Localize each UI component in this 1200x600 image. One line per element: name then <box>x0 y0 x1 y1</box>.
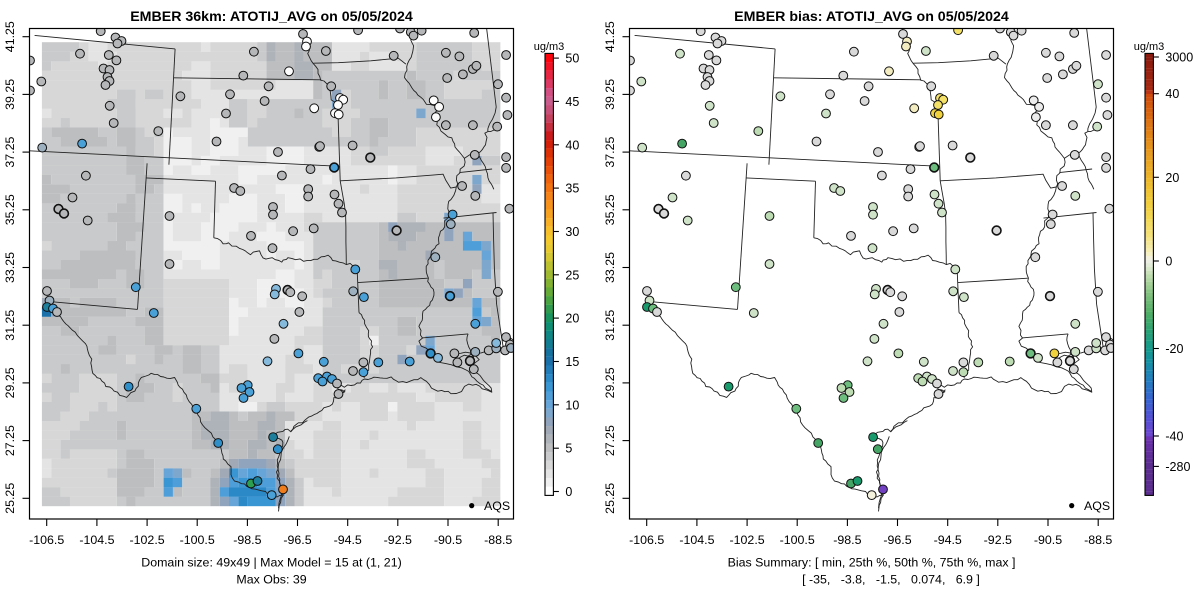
svg-text:Bias Summary: [ min, 25th %, 5: Bias Summary: [ min, 25th %, 50th %, 75t… <box>728 556 1016 570</box>
svg-text:EMBER 36km: ATOTIJ_AVG on 05/0: EMBER 36km: ATOTIJ_AVG on 05/05/2024 <box>130 9 413 25</box>
svg-text:20: 20 <box>1165 171 1179 185</box>
svg-text:-94.5: -94.5 <box>334 533 362 547</box>
svg-text:Max Obs: 39: Max Obs: 39 <box>236 573 306 587</box>
svg-text:39.25: 39.25 <box>603 79 617 110</box>
svg-text:37.25: 37.25 <box>3 136 17 167</box>
svg-text:-106.5: -106.5 <box>629 533 664 547</box>
svg-text:-98.5: -98.5 <box>833 533 861 547</box>
svg-text:-20: -20 <box>1165 342 1183 356</box>
svg-text:35.25: 35.25 <box>603 194 617 225</box>
svg-text:35: 35 <box>565 182 579 196</box>
svg-text:31.25: 31.25 <box>603 310 617 341</box>
svg-text:ug/m3: ug/m3 <box>1134 41 1165 53</box>
svg-text:50: 50 <box>565 52 579 66</box>
svg-text:20: 20 <box>565 312 579 326</box>
svg-text:33.25: 33.25 <box>603 252 617 283</box>
svg-text:10: 10 <box>565 398 579 412</box>
svg-text:45: 45 <box>565 95 579 109</box>
svg-text:27.25: 27.25 <box>603 425 617 456</box>
svg-text:41.25: 41.25 <box>603 21 617 52</box>
svg-text:Domain size: 49x49 | Max Model: Domain size: 49x49 | Max Model = 15 at (… <box>141 556 401 570</box>
svg-text:25.25: 25.25 <box>603 483 617 514</box>
svg-text:EMBER bias: ATOTIJ_AVG on 05/0: EMBER bias: ATOTIJ_AVG on 05/05/2024 <box>734 9 1009 25</box>
svg-text:-94.5: -94.5 <box>934 533 962 547</box>
svg-text:25: 25 <box>565 268 579 282</box>
svg-text:AQS: AQS <box>484 499 510 513</box>
svg-text:-90.5: -90.5 <box>434 533 462 547</box>
svg-text:0: 0 <box>1165 255 1172 269</box>
svg-text:0: 0 <box>565 485 572 499</box>
svg-text:40: 40 <box>565 138 579 152</box>
svg-text:3000: 3000 <box>1165 51 1193 65</box>
svg-text:-280: -280 <box>1165 460 1190 474</box>
svg-text:33.25: 33.25 <box>3 252 17 283</box>
svg-text:15: 15 <box>565 355 579 369</box>
svg-text:40: 40 <box>1165 87 1179 101</box>
svg-text:-96.5: -96.5 <box>883 533 911 547</box>
svg-text:ug/m3: ug/m3 <box>534 41 565 53</box>
svg-text:-88.5: -88.5 <box>1084 533 1112 547</box>
svg-text:37.25: 37.25 <box>603 136 617 167</box>
svg-text:25.25: 25.25 <box>3 483 17 514</box>
svg-text:-96.5: -96.5 <box>283 533 311 547</box>
svg-text:29.25: 29.25 <box>603 367 617 398</box>
svg-text:30: 30 <box>565 225 579 239</box>
svg-text:41.25: 41.25 <box>3 21 17 52</box>
svg-text:-40: -40 <box>1165 430 1183 444</box>
svg-text:-100.5: -100.5 <box>180 533 215 547</box>
svg-text:AQS: AQS <box>1084 499 1110 513</box>
svg-text:27.25: 27.25 <box>3 425 17 456</box>
svg-text:-102.5: -102.5 <box>130 533 165 547</box>
svg-text:-104.5: -104.5 <box>679 533 714 547</box>
svg-text:-104.5: -104.5 <box>79 533 114 547</box>
svg-text:5: 5 <box>565 442 572 456</box>
svg-text:-92.5: -92.5 <box>984 533 1012 547</box>
svg-text:29.25: 29.25 <box>3 367 17 398</box>
svg-text:-92.5: -92.5 <box>384 533 412 547</box>
svg-text:35.25: 35.25 <box>3 194 17 225</box>
svg-text:[ -35, -3.8, -1.5, 0.074: [ -35, -3.8, -1.5, 0.074, 6.9 ] <box>802 573 980 587</box>
svg-text:39.25: 39.25 <box>3 79 17 110</box>
svg-text:-90.5: -90.5 <box>1034 533 1062 547</box>
svg-text:-102.5: -102.5 <box>730 533 765 547</box>
svg-text:31.25: 31.25 <box>3 310 17 341</box>
svg-text:-98.5: -98.5 <box>233 533 261 547</box>
svg-text:-100.5: -100.5 <box>780 533 815 547</box>
svg-text:-88.5: -88.5 <box>484 533 512 547</box>
svg-text:-106.5: -106.5 <box>29 533 64 547</box>
